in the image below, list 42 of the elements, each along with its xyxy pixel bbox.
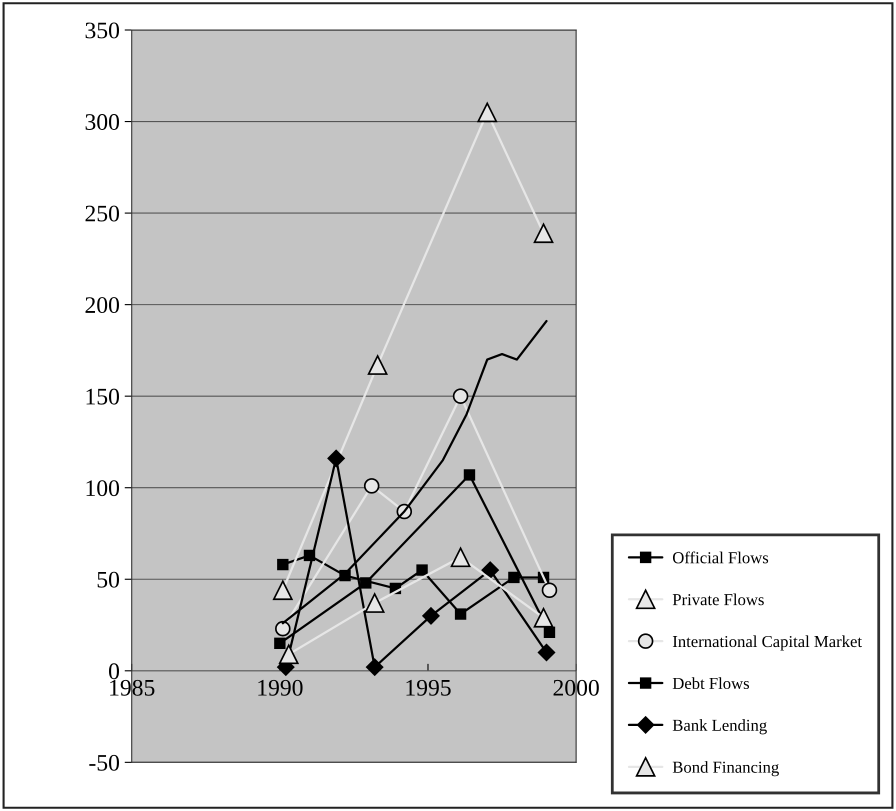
legend-label: Bond Financing	[672, 761, 779, 776]
point	[364, 593, 385, 613]
point	[278, 644, 299, 664]
point	[360, 577, 372, 589]
y-tick-label: 150	[86, 388, 120, 405]
y-tick-label: 350	[86, 22, 120, 38]
y-tick-label: 250	[86, 206, 120, 222]
point	[544, 626, 556, 638]
legend-label: Bank Lending	[672, 719, 767, 734]
point	[277, 558, 289, 570]
y-tick-label: 300	[86, 114, 120, 130]
point	[275, 620, 291, 636]
legend-label: Debt Flows	[672, 677, 750, 690]
point	[542, 582, 558, 598]
point	[534, 223, 554, 244]
point	[454, 608, 466, 620]
x-tick-label: 1990	[258, 680, 303, 696]
legend-label: Official Flows	[672, 551, 768, 564]
point	[272, 580, 293, 600]
point	[368, 355, 388, 375]
point	[482, 561, 499, 579]
x-tick-label: 1995	[406, 680, 451, 696]
point	[366, 658, 384, 676]
point	[416, 564, 428, 576]
point	[534, 608, 554, 628]
point	[422, 607, 440, 625]
point	[364, 478, 380, 494]
point	[508, 572, 520, 584]
y-tick-label: -50	[89, 754, 120, 771]
point	[477, 102, 498, 122]
legend-label: International Capital Market	[672, 635, 862, 651]
point	[452, 388, 468, 404]
point	[450, 547, 470, 568]
point	[274, 638, 286, 650]
y-tick-label: 50	[98, 572, 120, 588]
y-tick-label: 100	[86, 480, 120, 496]
y-tick-label: 200	[86, 297, 120, 314]
point	[538, 644, 556, 662]
point	[464, 469, 476, 481]
point	[327, 450, 345, 468]
legend-label: Private Flows	[672, 594, 764, 606]
y-tick-label: 0	[109, 663, 120, 680]
